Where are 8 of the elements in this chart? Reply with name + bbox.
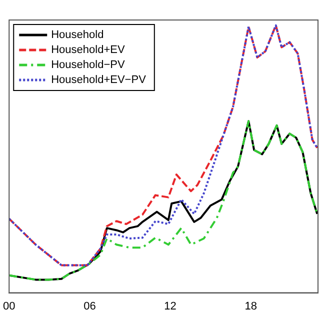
x-tick-label: 00 [2, 300, 16, 312]
x-tick-label: 18 [244, 300, 257, 312]
legend-label: Household−PV [51, 59, 126, 72]
x-tick-label: 06 [84, 300, 96, 312]
legend-label: Household [51, 29, 104, 42]
x-tick-label: 12 [164, 300, 176, 312]
legend-label: Household+EV [51, 44, 126, 56]
legend-label: Household+EV−PV [51, 74, 147, 86]
